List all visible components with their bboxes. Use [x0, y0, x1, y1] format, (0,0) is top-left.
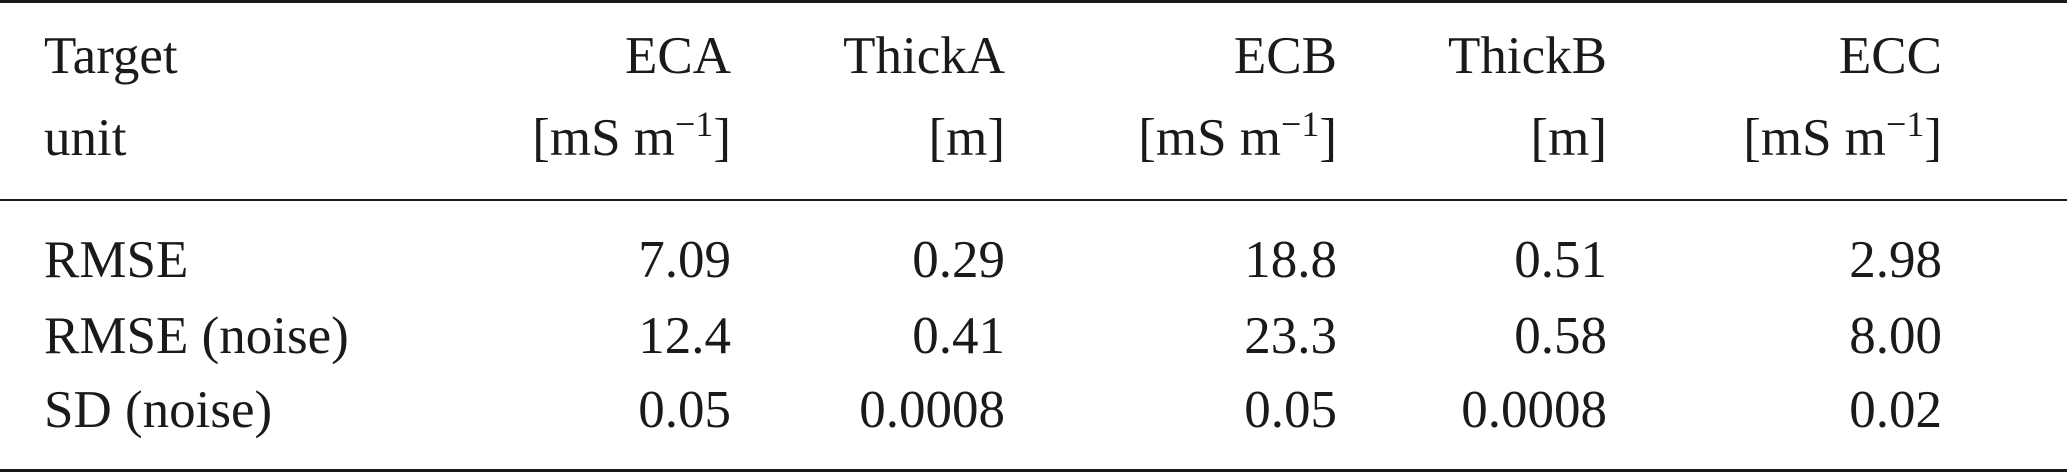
cell-sd-noise-ecc: 0.02: [1849, 381, 1942, 439]
header-unit-label: unit: [44, 109, 127, 167]
cell-rmse-thicka: 0.29: [912, 231, 1005, 289]
unit-eca: [mS m−1]: [532, 104, 731, 167]
row-label-sd-noise: SD (noise): [44, 381, 273, 439]
header-ecb: ECB: [1233, 27, 1337, 85]
unit-ecc: [mS m−1]: [1743, 104, 1942, 167]
header-target: Target: [44, 27, 178, 85]
header-thicka: ThickA: [843, 27, 1005, 85]
row-label-rmse: RMSE: [44, 231, 189, 289]
cell-rmse-noise-ecb: 23.3: [1244, 307, 1337, 365]
header-thickb: ThickB: [1448, 27, 1607, 85]
cell-rmse-thickb: 0.51: [1514, 231, 1607, 289]
cell-rmse-eca: 7.09: [638, 231, 731, 289]
bottom-rule: [0, 469, 2067, 472]
header-eca: ECA: [625, 27, 731, 85]
cell-rmse-noise-ecc: 8.00: [1849, 307, 1942, 365]
cell-sd-noise-thicka: 0.0008: [859, 381, 1005, 439]
row-label-rmse-noise: RMSE (noise): [44, 307, 349, 365]
top-rule: [0, 0, 2067, 3]
unit-thicka: [m]: [928, 109, 1005, 167]
unit-ecb: [mS m−1]: [1138, 104, 1337, 167]
cell-rmse-ecc: 2.98: [1849, 231, 1942, 289]
cell-rmse-noise-thickb: 0.58: [1514, 307, 1607, 365]
unit-thickb: [m]: [1530, 109, 1607, 167]
header-rule: [0, 199, 2067, 201]
cell-sd-noise-thickb: 0.0008: [1461, 381, 1607, 439]
cell-sd-noise-eca: 0.05: [638, 381, 731, 439]
cell-rmse-noise-eca: 12.4: [638, 307, 731, 365]
cell-rmse-noise-thicka: 0.41: [912, 307, 1005, 365]
cell-sd-noise-ecb: 0.05: [1244, 381, 1337, 439]
cell-rmse-ecb: 18.8: [1244, 231, 1337, 289]
header-ecc: ECC: [1838, 27, 1942, 85]
